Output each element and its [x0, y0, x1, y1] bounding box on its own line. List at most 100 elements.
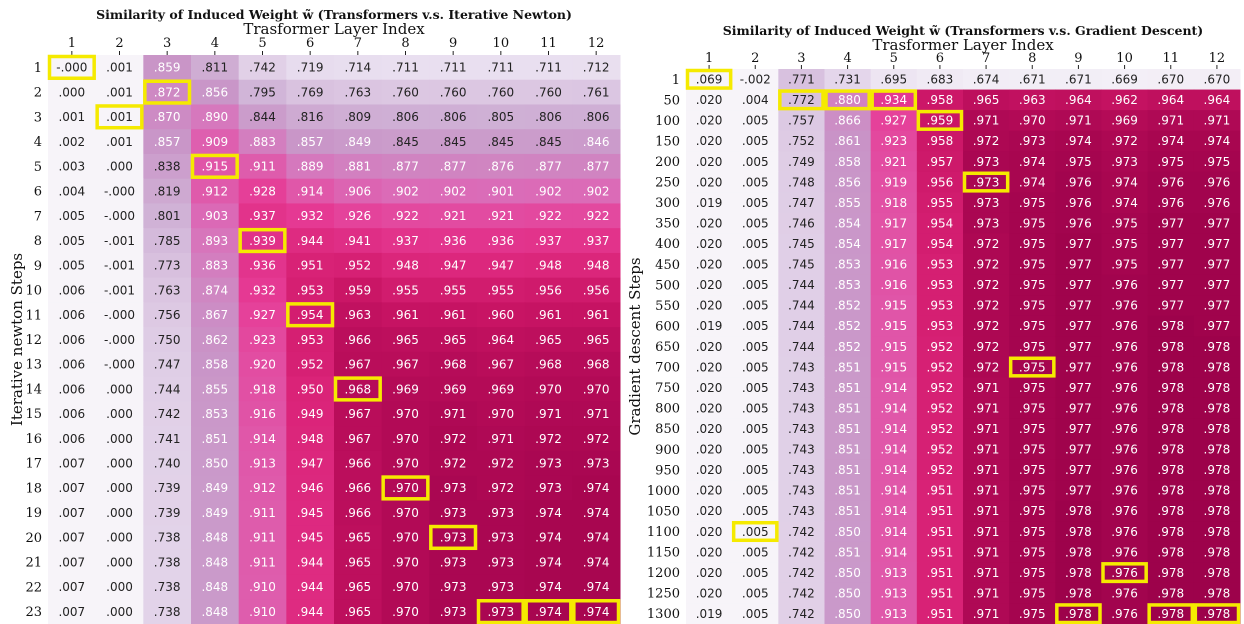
heatmap-cell	[1193, 171, 1241, 193]
cell-value: .974	[583, 531, 610, 545]
cell-value: .971	[1157, 114, 1184, 128]
heatmap-cell	[916, 233, 964, 255]
y-tick-label: 250	[655, 176, 680, 191]
heatmap-cell	[238, 228, 287, 254]
heatmap-cell	[1101, 562, 1149, 584]
cell-value: .000	[58, 85, 85, 99]
heatmap-cell	[48, 574, 97, 600]
heatmap-cell	[334, 302, 383, 328]
cell-value: .000	[106, 605, 133, 619]
cell-value: .971	[973, 443, 1000, 457]
cell-value: .976	[1204, 175, 1231, 189]
heatmap-cell	[572, 426, 621, 452]
cell-value: .956	[535, 283, 562, 297]
cell-value: .951	[927, 566, 954, 580]
y-tick-label: 13	[25, 358, 42, 373]
cell-value: .972	[1111, 134, 1138, 148]
heatmap-cell	[824, 336, 872, 358]
cell-value: .973	[583, 456, 610, 470]
heatmap-cell	[429, 351, 478, 378]
heatmap-cell	[286, 549, 335, 576]
cell-value: .945	[297, 531, 324, 545]
cell-value: .977	[1204, 319, 1231, 333]
cell-value: .966	[344, 333, 371, 347]
heatmap-cell	[95, 55, 144, 81]
cell-value: .745	[788, 237, 815, 251]
y-axis-label: Iterative newton Steps	[8, 253, 26, 426]
cell-value: .965	[440, 333, 467, 347]
highlight-box	[1147, 603, 1195, 624]
heatmap-cell	[381, 327, 430, 353]
heatmap-cell	[778, 603, 825, 624]
cell-value: .757	[788, 114, 815, 128]
heatmap-cell	[686, 69, 733, 91]
heatmap-cell	[870, 377, 918, 399]
heatmap-cell	[572, 104, 621, 130]
heatmap-cell	[824, 274, 872, 296]
heatmap-cell	[824, 397, 872, 419]
y-tick-label: 500	[655, 278, 680, 293]
y-tick-label: 1150	[647, 546, 680, 561]
cell-value: .977	[1204, 216, 1231, 230]
cell-value: .964	[1065, 93, 1092, 107]
heatmap-cell	[524, 401, 573, 427]
heatmap-cell	[1009, 500, 1056, 522]
cell-value: .971	[1204, 114, 1231, 128]
cell-value: .948	[583, 259, 610, 273]
heatmap-cell	[1009, 603, 1056, 624]
heatmap-cell	[572, 153, 621, 180]
cell-value: .859	[154, 61, 181, 75]
heatmap-cell	[143, 500, 192, 526]
heatmap-cell	[1101, 233, 1149, 255]
cell-value: .965	[392, 333, 419, 347]
cell-value: .976	[1111, 340, 1138, 354]
cell-value: .741	[154, 432, 181, 446]
heatmap-cell	[143, 252, 192, 279]
cell-value: .972	[973, 134, 1000, 148]
cell-value: .944	[297, 555, 324, 569]
cell-value: .877	[440, 160, 467, 174]
cell-value: .750	[154, 333, 181, 347]
cell-value: .968	[440, 358, 467, 372]
cell-value: .973	[440, 580, 467, 594]
cell-value: .973	[1111, 155, 1138, 169]
heatmap-cell	[477, 500, 526, 526]
heatmap-cell	[191, 574, 240, 600]
y-tick-label: 22	[25, 580, 42, 595]
heatmap-cell	[1055, 582, 1102, 604]
heatmap-cell	[1055, 480, 1102, 502]
y-tick-label: 10	[25, 284, 42, 299]
heatmap-cell	[48, 525, 97, 551]
heatmap-cell	[824, 233, 872, 255]
heatmap-cell	[286, 450, 335, 477]
heatmap-cell	[477, 450, 526, 477]
cell-value: .849	[201, 506, 228, 520]
cell-value: .005	[742, 196, 769, 210]
cell-value: .974	[535, 555, 562, 569]
heatmap-cell	[238, 549, 287, 576]
heatmap-cell	[572, 302, 621, 328]
x-tick-label: 11	[540, 36, 557, 51]
cell-value: .020	[696, 93, 723, 107]
cell-value: .965	[535, 333, 562, 347]
y-tick-label: 700	[655, 361, 680, 376]
cell-value: .977	[1065, 360, 1092, 374]
cell-value: .975	[1204, 155, 1231, 169]
heatmap-cell	[286, 426, 335, 452]
heatmap-cell	[686, 130, 733, 152]
heatmap-cell	[1009, 89, 1056, 111]
heatmap-cell	[686, 254, 733, 276]
cell-value: .978	[1204, 463, 1231, 477]
heatmap-cell	[429, 475, 478, 501]
cell-value: .001	[106, 85, 133, 99]
heatmap-cell	[572, 599, 621, 624]
cell-value: .976	[1111, 360, 1138, 374]
cell-value: .974	[1019, 155, 1046, 169]
cell-value: .005	[58, 209, 85, 223]
cell-value: .019	[696, 607, 723, 621]
highlight-box	[143, 79, 192, 105]
heatmap-cell	[334, 599, 383, 624]
heatmap-cell	[1147, 295, 1195, 317]
heatmap-cell	[732, 192, 779, 214]
cell-value: .674	[973, 73, 1000, 87]
